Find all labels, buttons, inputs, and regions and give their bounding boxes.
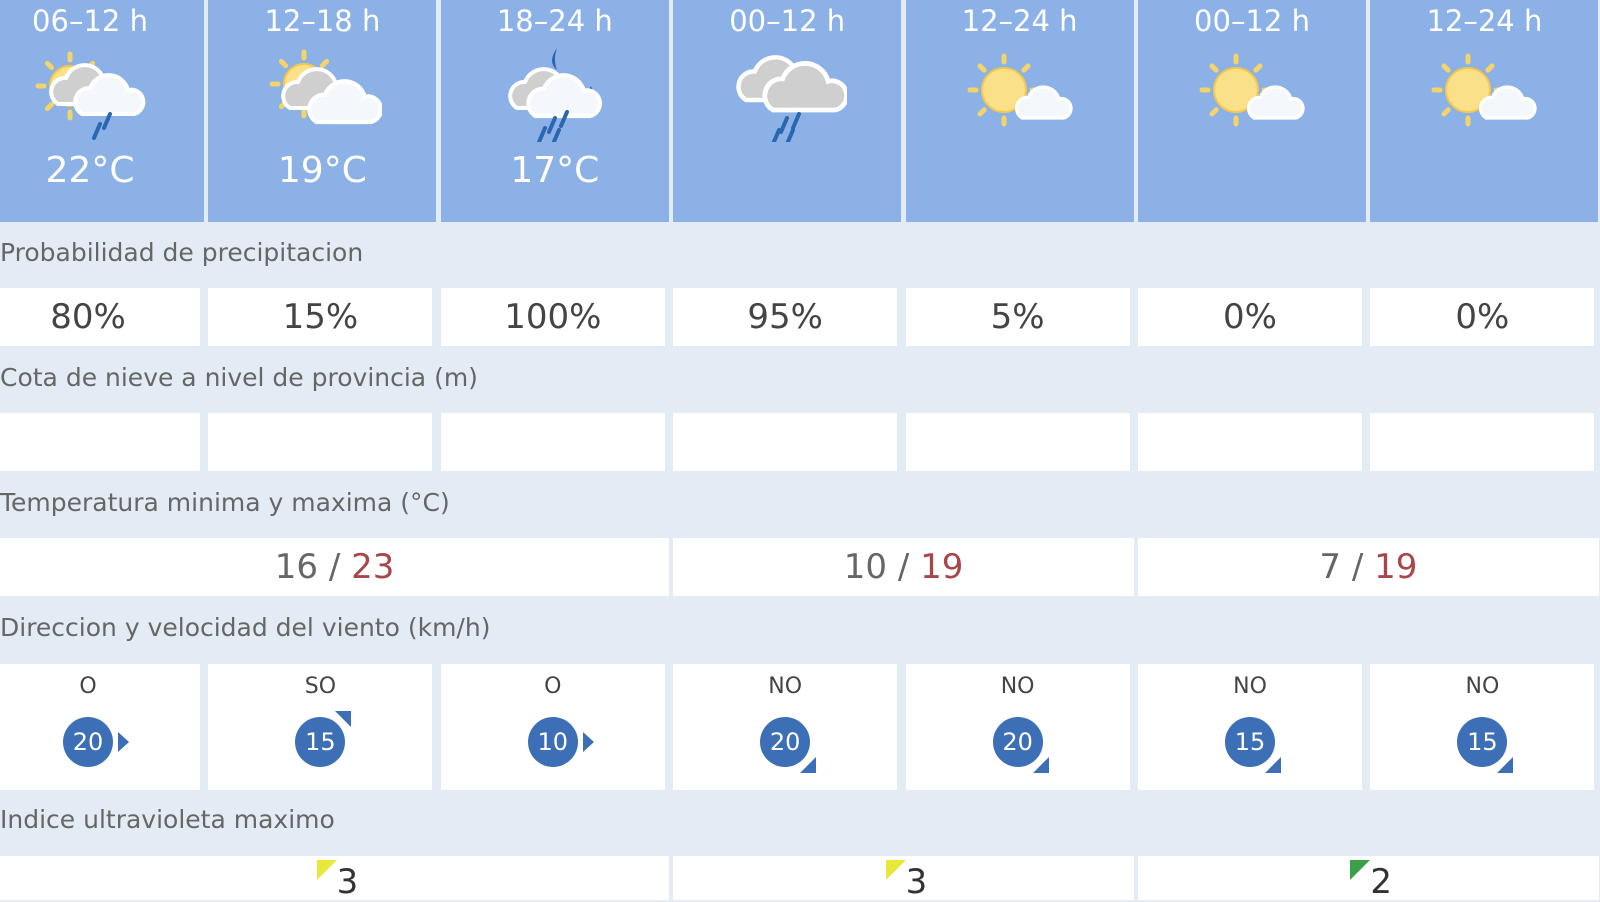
- wind-direction: NO: [768, 674, 803, 699]
- sun-cloud-icon: [208, 46, 436, 142]
- uv-level-flag-icon: [316, 860, 337, 880]
- wind-speed-badge: 15: [295, 711, 352, 767]
- precipitation-value: 5%: [905, 288, 1130, 346]
- wind-direction: NO: [1233, 674, 1267, 699]
- uv-value: 3: [336, 862, 359, 902]
- temp-separator: /: [887, 547, 921, 587]
- forecast-period-header: 06–12 h 22°C: [0, 0, 204, 222]
- snow-level-value: [440, 413, 665, 471]
- wind-arrow-icon: [800, 757, 817, 773]
- period-label: 12–24 h: [961, 4, 1078, 38]
- sun-small-cloud-icon: [1370, 46, 1598, 142]
- min-max-temp: 10 / 19: [673, 538, 1134, 596]
- wind-cell: NO 20: [905, 664, 1130, 790]
- wind-speed: 15: [305, 728, 336, 756]
- period-label: 00–12 h: [729, 4, 846, 38]
- precipitation-value: 0%: [1138, 288, 1362, 346]
- uv-value: 3: [905, 862, 928, 902]
- sun-small-cloud-icon: [906, 46, 1134, 142]
- precipitation-value: 95%: [673, 288, 898, 346]
- max-temp: 19: [1374, 547, 1418, 587]
- wind-arrow-icon: [1032, 757, 1049, 773]
- snow-level-value: [673, 413, 898, 471]
- wind-arrow-icon: [118, 732, 129, 752]
- precipitation-value: 0%: [1370, 288, 1595, 346]
- period-temperature: 22°C: [45, 150, 135, 191]
- wind-speed: 15: [1467, 728, 1498, 756]
- wind-speed: 10: [537, 728, 569, 756]
- sun-cloud-rain-icon: [0, 46, 204, 142]
- wind-arrow-icon: [582, 732, 594, 752]
- period-temperature: 19°C: [277, 150, 367, 191]
- uv-level-flag-icon: [885, 860, 906, 880]
- wind-cell: O 10: [440, 664, 665, 790]
- min-max-temp: 7 / 19: [1138, 538, 1599, 596]
- wind-cell: NO 20: [673, 664, 898, 790]
- precipitation-value: 80%: [0, 288, 200, 346]
- forecast-period-header: 12–18 h 19°C: [208, 0, 437, 222]
- snow-level-value: [208, 413, 433, 471]
- wind-speed: 20: [72, 728, 104, 756]
- max-temp: 23: [351, 547, 395, 587]
- wind-direction: O: [544, 674, 562, 699]
- snow-level-value: [0, 413, 200, 471]
- min-temp: 7: [1319, 547, 1342, 587]
- uv-label: Indice ultravioleta maximo: [0, 805, 335, 834]
- min-temp: 10: [843, 547, 888, 587]
- moon-cloud-rain-icon: [441, 46, 669, 142]
- wind-speed: 20: [1002, 728, 1033, 756]
- min-max-temp: 16 / 23: [0, 538, 670, 596]
- wind-arrow-icon: [1265, 757, 1281, 773]
- wind-arrow-icon: [335, 711, 352, 727]
- wind-speed-badge: 20: [992, 717, 1049, 773]
- min-temp: 16: [274, 547, 319, 587]
- wind-speed: 20: [769, 728, 801, 756]
- wind-speed-badge: 15: [1225, 717, 1281, 773]
- wind-direction: NO: [1000, 674, 1035, 699]
- precipitation-value: 100%: [440, 288, 665, 346]
- temp-separator: /: [318, 547, 352, 587]
- cloud-rain-icon: [673, 46, 901, 142]
- wind-cell: O 20: [0, 664, 200, 790]
- snow-level-value: [1138, 413, 1362, 471]
- wind-speed-badge: 20: [63, 717, 129, 767]
- snow-level-label: Cota de nieve a nivel de provincia (m): [0, 363, 478, 392]
- max-temp: 19: [920, 547, 964, 587]
- forecast-period-header: 12–24 h: [1370, 0, 1599, 222]
- forecast-period-header: 12–24 h: [905, 0, 1134, 222]
- forecast-period-header: 00–12 h: [673, 0, 902, 222]
- wind-arrow-icon: [1497, 757, 1514, 773]
- period-label: 00–12 h: [1194, 4, 1310, 38]
- wind-speed: 15: [1234, 728, 1266, 756]
- snow-level-value: [1370, 413, 1595, 471]
- wind-cell: NO 15: [1138, 664, 1362, 790]
- snow-level-value: [905, 413, 1130, 471]
- precipitation-value: 15%: [208, 288, 433, 346]
- period-label: 06–12 h: [32, 4, 148, 38]
- wind-speed-badge: 15: [1457, 717, 1514, 773]
- forecast-period-header: 00–12 h: [1138, 0, 1366, 222]
- min-max-temp-label: Temperatura minima y maxima (°C): [0, 488, 450, 517]
- temp-separator: /: [1341, 547, 1375, 587]
- wind-direction: NO: [1465, 674, 1500, 699]
- wind-speed-badge: 20: [760, 717, 817, 773]
- wind-direction: SO: [304, 674, 337, 699]
- wind-speed-badge: 10: [527, 717, 594, 767]
- uv-level-flag-icon: [1350, 860, 1371, 880]
- wind-label: Direccion y velocidad del viento (km/h): [0, 613, 491, 642]
- period-label: 18–24 h: [496, 4, 613, 38]
- wind-direction: O: [79, 674, 97, 699]
- forecast-period-header: 18–24 h 17°C: [440, 0, 669, 222]
- sun-small-cloud-icon: [1138, 46, 1366, 142]
- wind-cell: SO 15: [208, 664, 433, 790]
- period-temperature: 17°C: [510, 150, 600, 191]
- precipitation-label: Probabilidad de precipitacion: [0, 238, 364, 267]
- wind-cell: NO 15: [1370, 664, 1595, 790]
- uv-value: 2: [1370, 862, 1393, 902]
- period-label: 12–18 h: [264, 4, 381, 38]
- period-label: 12–24 h: [1426, 4, 1543, 38]
